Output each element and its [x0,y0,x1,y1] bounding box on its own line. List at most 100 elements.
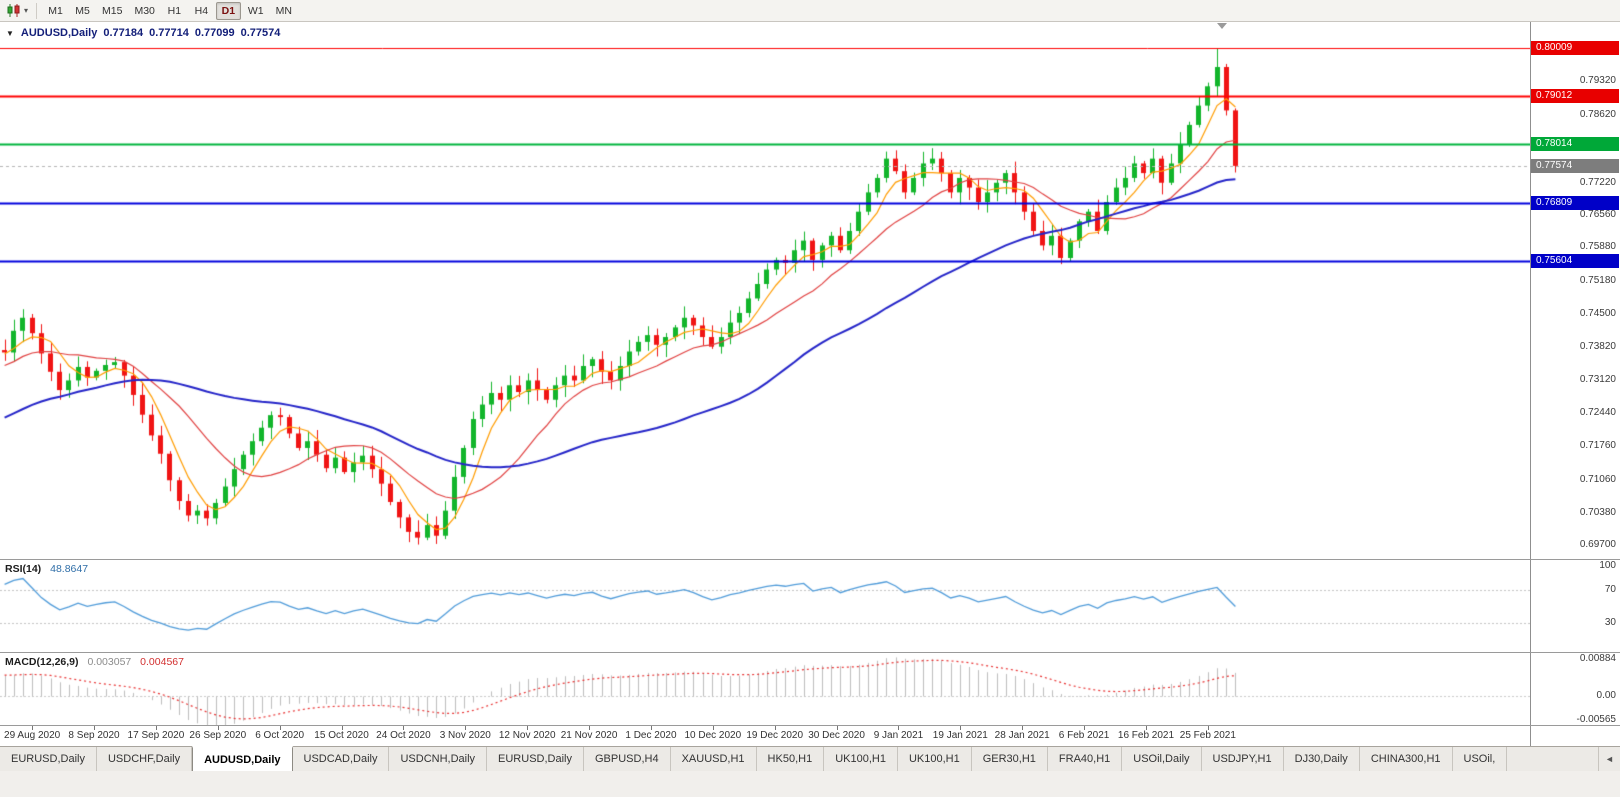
date-axis-label: 10 Dec 2020 [684,730,742,741]
timeframe-m30[interactable]: M30 [134,4,155,17]
tab-usdcnh-daily[interactable]: USDCNH,Daily [389,747,488,771]
tab-gbpusd-h4[interactable]: GBPUSD,H4 [584,747,671,771]
chart-symbol-label: AUDUSD,Daily [20,27,98,39]
chart-tab-bar: EURUSD,Daily USDCHF,Daily AUDUSD,Daily USDC… [0,746,1620,771]
chart-collapse-icon[interactable]: ▼ [6,28,14,38]
chart-shift-marker[interactable] [1217,23,1227,29]
timeframe-h4[interactable]: H4 [194,4,209,17]
timeframe-m5[interactable]: M5 [75,4,90,17]
price-axis-label: 0.78620 [1579,109,1616,121]
tab-usoil-daily[interactable]: USOil,Daily [1122,747,1202,771]
tab-audusd-daily[interactable]: AUDUSD,Daily [192,746,293,771]
rsi-panel-label: RSI(14) 48.8647 [5,563,88,575]
price-line-badge-0-75604[interactable]: 0.75604 [1531,253,1619,268]
date-axis-tick [651,726,652,730]
tab-usdjpy-h1[interactable]: USDJPY,H1 [1201,747,1284,771]
price-axis-label: 0.71060 [1579,473,1616,485]
date-axis-label: 30 Dec 2020 [808,730,865,741]
chart-title: ▼ AUDUSD,Daily 0.77184 0.77714 0.77099 0… [6,27,280,39]
macd-panel-label: MACD(12,26,9) 0.003057 0.004567 [5,656,184,668]
macd-axis-label: -0.00565 [1576,714,1616,725]
tab-usoil[interactable]: USOil, [1452,747,1508,771]
price-chart-canvas[interactable] [0,22,1530,560]
date-axis-tick [403,726,404,730]
rsi-value: 48.8647 [50,563,89,575]
date-axis-label: 6 Oct 2020 [255,730,305,741]
ohlc-high: 0.77714 [149,27,189,39]
tab-usdcad-daily[interactable]: USDCAD,Daily [292,747,390,771]
date-axis-tick [1084,726,1085,730]
axis-separator-vertical [1530,22,1531,746]
date-axis-label: 16 Feb 2021 [1117,730,1175,741]
timeframe-m1[interactable]: M1 [48,4,63,17]
price-line-badge-0-77574[interactable]: 0.77574 [1531,158,1619,173]
timeframe-w1[interactable]: W1 [247,4,264,17]
date-axis-tick [94,726,95,730]
timeframe-button-group: M1 M5 M15 M30 H1 H4 D1 W1 MN [42,1,298,20]
date-axis-tick [898,726,899,730]
macd-axis-label: 0.00 [1596,690,1616,702]
date-axis-label: 21 Nov 2020 [560,730,618,741]
price-axis-label: 0.79320 [1579,75,1616,87]
chart-type-icon[interactable] [4,2,24,20]
rsi-indicator-name: RSI(14) [5,563,42,575]
date-axis-label: 9 Jan 2021 [873,730,924,741]
tab-eurusd-daily[interactable]: EURUSD,Daily [0,747,97,771]
date-axis-tick [156,726,157,730]
tab-hk50-h1[interactable]: HK50,H1 [756,747,825,771]
date-axis-label: 19 Dec 2020 [746,730,804,741]
ohlc-low: 0.77099 [194,27,235,39]
date-axis-label: 29 Aug 2020 [4,730,61,741]
price-axis-label: 0.73820 [1579,340,1616,352]
date-axis-label: 26 Sep 2020 [189,730,247,741]
ohlc-close: 0.77574 [240,27,281,39]
tab-ger30-h1[interactable]: GER30,H1 [971,747,1048,771]
tab-scroll-left-button[interactable]: ◄ [1598,747,1620,771]
macd-axis-label: 0.00884 [1579,653,1616,664]
tab-dj30-daily[interactable]: DJ30,Daily [1283,747,1360,771]
price-line-badge-0-78014[interactable]: 0.78014 [1531,137,1619,152]
price-axis-label: 0.74500 [1579,307,1616,319]
ohlc-open: 0.77184 [103,27,144,39]
rsi-axis-label: 70 [1604,584,1616,596]
date-axis[interactable]: 29 Aug 2020 8 Sep 2020 17 Sep 2020 26 Sep 2… [0,726,1530,746]
tab-eurusd-daily[interactable]: EURUSD,Daily [487,747,584,771]
timeframe-toolbar: ▾ M1 M5 M15 M30 H1 H4 D1 W1 MN [0,0,1620,22]
date-axis-label: 28 Jan 2021 [994,730,1050,741]
date-axis-label: 15 Oct 2020 [314,730,369,741]
date-axis-label: 3 Nov 2020 [439,730,491,741]
rsi-panel-canvas[interactable] [0,560,1530,653]
panel-separator-rsi[interactable] [0,559,1620,560]
macd-indicator-name: MACD(12,26,9) [5,656,79,668]
date-axis-tick [960,726,961,730]
price-axis-label: 0.70380 [1579,506,1616,518]
date-axis-label: 19 Jan 2021 [932,730,988,741]
date-axis-tick [589,726,590,730]
tab-usdchf-daily[interactable]: USDCHF,Daily [96,747,193,771]
date-axis-tick [218,726,219,730]
tab-fra40-h1[interactable]: FRA40,H1 [1047,747,1123,771]
date-axis-tick [775,726,776,730]
price-axis-label: 0.71760 [1579,440,1616,452]
date-axis-label: 24 Oct 2020 [376,730,431,741]
price-line-badge-0-79012[interactable]: 0.79012 [1531,89,1619,104]
date-axis-label: 12 Nov 2020 [498,730,556,741]
tab-china300-h1[interactable]: CHINA300,H1 [1359,747,1453,771]
chart-type-dropdown-caret[interactable]: ▾ [24,6,29,15]
timeframe-d1[interactable]: D1 [215,1,241,20]
tab-xauusd-h1[interactable]: XAUUSD,H1 [670,747,757,771]
macd-value-signal: 0.004567 [140,656,184,668]
date-axis-tick [837,726,838,730]
timeframe-m15[interactable]: M15 [102,4,123,17]
timeframe-h1[interactable]: H1 [167,4,182,17]
macd-panel-canvas[interactable] [0,653,1530,726]
tab-uk100-h1[interactable]: UK100,H1 [897,747,972,771]
price-line-badge-0-80009[interactable]: 0.80009 [1531,41,1619,56]
price-axis-label: 0.73120 [1579,374,1616,386]
price-line-badge-0-76809[interactable]: 0.76809 [1531,195,1619,210]
timeframe-mn[interactable]: MN [275,4,292,17]
panel-separator-macd[interactable] [0,652,1620,653]
tab-uk100-h1[interactable]: UK100,H1 [824,747,898,771]
candlestick-glyph [7,4,20,17]
date-axis-label: 6 Feb 2021 [1058,730,1110,741]
